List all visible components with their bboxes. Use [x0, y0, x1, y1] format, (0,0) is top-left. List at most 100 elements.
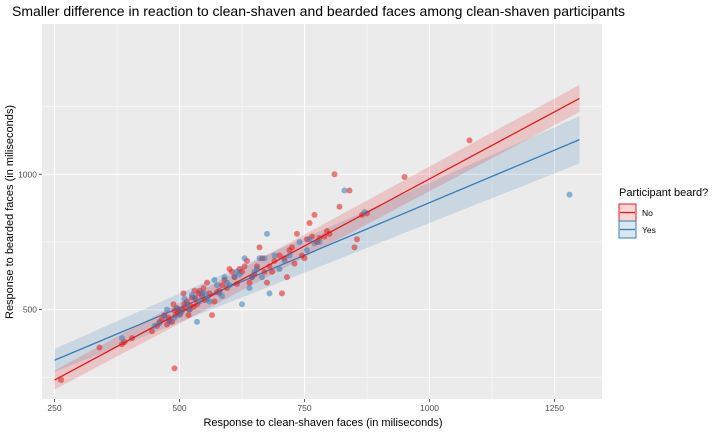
point-yes	[276, 266, 283, 273]
point-yes	[281, 257, 288, 264]
point-no	[256, 244, 263, 251]
point-yes	[264, 230, 270, 237]
point-yes	[296, 238, 303, 245]
point-yes	[196, 298, 203, 305]
point-yes	[219, 293, 225, 300]
point-no	[336, 203, 343, 210]
point-yes	[164, 306, 170, 313]
x-axis-title: Response to clean-shaven faces (in milis…	[203, 417, 442, 429]
point-no	[351, 244, 358, 251]
point-yes	[566, 191, 573, 198]
chart-title: Smaller difference in reaction to clean-…	[12, 3, 625, 19]
legend-item-no: No	[618, 203, 653, 222]
point-no	[311, 211, 318, 218]
point-yes	[184, 301, 190, 308]
point-yes	[259, 274, 265, 281]
point-no	[171, 365, 178, 372]
point-yes	[241, 255, 248, 262]
point-no	[331, 171, 338, 178]
point-no	[306, 220, 313, 227]
point-no	[211, 298, 218, 305]
point-yes	[246, 284, 253, 291]
point-no	[180, 290, 187, 297]
point-yes	[271, 252, 278, 259]
point-yes	[316, 238, 323, 245]
point-no	[204, 279, 210, 286]
y-tick-label: 1000	[18, 169, 37, 179]
point-no	[200, 284, 207, 291]
point-yes	[341, 187, 348, 194]
point-yes	[286, 252, 293, 259]
point-yes	[254, 266, 260, 273]
point-no	[301, 255, 308, 262]
point-no	[271, 257, 278, 264]
point-no	[269, 268, 275, 275]
data-points	[58, 137, 573, 384]
point-no	[129, 335, 135, 342]
point-yes	[261, 255, 268, 262]
point-yes	[249, 274, 255, 281]
point-no	[266, 263, 273, 270]
x-tick-label: 1250	[545, 403, 564, 413]
x-axis-ticks: 250 500 750 1000 1250	[47, 399, 564, 413]
point-yes	[206, 298, 213, 305]
point-yes	[201, 290, 208, 297]
y-tick-label: 500	[23, 305, 37, 315]
point-no	[234, 280, 240, 287]
point-no	[96, 344, 103, 351]
point-yes	[256, 255, 263, 262]
legend-label: Yes	[642, 225, 656, 235]
point-no	[291, 260, 298, 267]
point-no	[264, 279, 270, 286]
point-yes	[181, 295, 188, 302]
x-tick-label: 500	[172, 403, 186, 413]
point-no	[206, 290, 213, 297]
point-yes	[266, 290, 273, 297]
point-yes	[214, 282, 220, 289]
point-no	[261, 268, 268, 275]
point-yes	[166, 318, 173, 325]
point-yes	[311, 240, 318, 247]
point-yes	[239, 301, 245, 308]
point-no	[326, 230, 333, 237]
x-tick-label: 1000	[420, 403, 439, 413]
point-yes	[231, 274, 238, 281]
point-yes	[194, 318, 200, 325]
point-yes	[171, 314, 178, 321]
point-no	[241, 263, 248, 270]
x-tick-label: 250	[47, 403, 61, 413]
point-no	[58, 377, 64, 384]
legend: Participant beard? No Yes	[618, 187, 708, 239]
point-yes	[119, 335, 125, 342]
point-no	[289, 244, 295, 251]
point-no	[321, 233, 328, 240]
point-yes	[236, 271, 243, 278]
point-yes	[161, 313, 168, 320]
point-no	[279, 290, 285, 297]
point-yes	[304, 247, 310, 254]
point-no	[229, 268, 235, 275]
point-yes	[211, 276, 218, 283]
point-no	[346, 187, 353, 194]
point-no	[276, 252, 283, 259]
point-no	[284, 274, 290, 281]
y-axis-ticks: 500 1000	[18, 169, 42, 315]
point-no	[209, 312, 215, 319]
point-no	[149, 328, 155, 335]
legend-label: No	[642, 208, 653, 218]
point-no	[219, 282, 225, 289]
point-yes	[156, 320, 163, 327]
point-no	[354, 236, 360, 243]
point-yes	[226, 282, 233, 289]
point-no	[246, 279, 253, 286]
point-yes	[306, 236, 313, 243]
x-tick-label: 750	[297, 403, 311, 413]
legend-item-yes: Yes	[618, 220, 656, 239]
y-axis-title: Response to bearded faces (in milisecond…	[4, 105, 16, 319]
point-yes	[191, 294, 198, 301]
point-no	[294, 230, 300, 237]
point-yes	[179, 308, 185, 315]
point-no	[170, 301, 177, 308]
point-yes	[186, 306, 193, 313]
